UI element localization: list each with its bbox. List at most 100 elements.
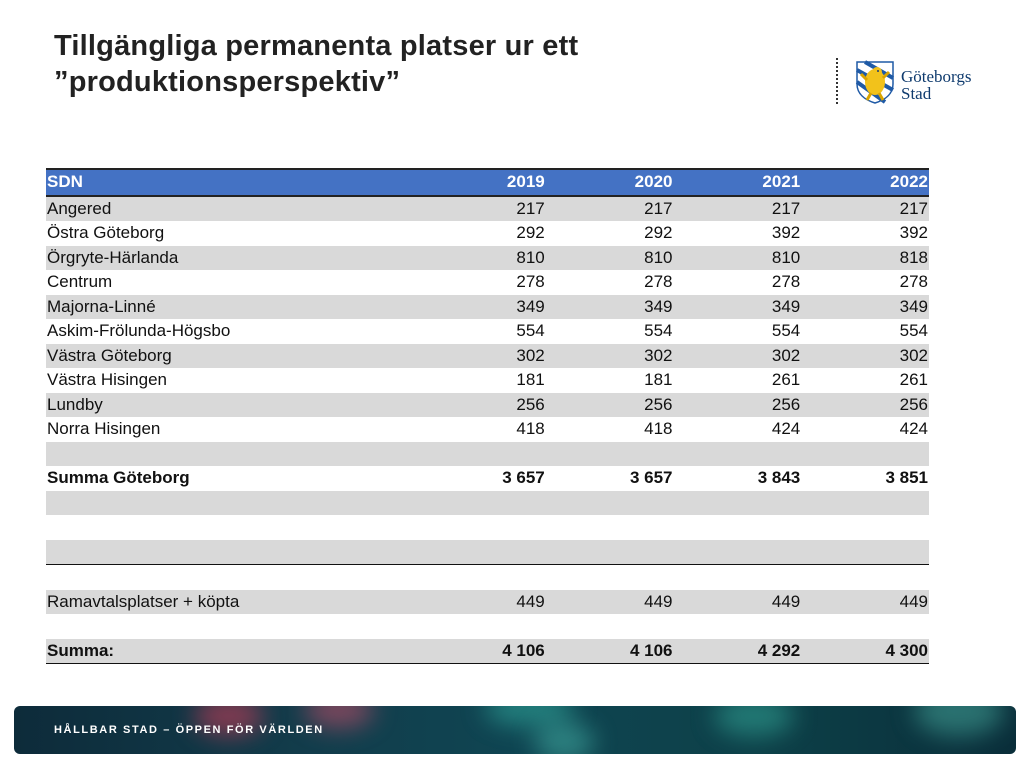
table-row: Östra Göteborg 292 292 392 392 [46, 221, 929, 246]
header-sdn: SDN [46, 168, 418, 197]
cell-2019: 256 [418, 392, 546, 417]
cell-2021: 217 [673, 195, 802, 221]
spacer-row [46, 515, 929, 540]
cell-2022: 217 [801, 195, 929, 221]
cell-2019: 3 657 [502, 468, 545, 488]
row-label: Askim-Frölunda-Högsbo [47, 321, 231, 341]
row-label: Centrum [47, 272, 113, 292]
gothenburg-lion-crest-icon [855, 60, 894, 104]
cell-2019: 302 [418, 343, 546, 368]
cell-2022: 302 [801, 343, 929, 368]
cell-2022: 392 [899, 223, 928, 243]
table-row: Lundby 256 256 256 256 [46, 392, 929, 417]
logo-line-1: Göteborgs [901, 67, 972, 86]
cell-2019: 349 [418, 294, 546, 319]
header-2022: 2022 [801, 168, 929, 197]
cell-2020: 418 [644, 419, 673, 439]
spacer-row [46, 539, 929, 565]
cell-2022: 261 [899, 370, 928, 390]
cell-2020: 554 [644, 321, 673, 341]
cell-2019: 554 [516, 321, 545, 341]
cell-2022: 256 [801, 392, 929, 417]
cell-2022: 3 851 [885, 468, 928, 488]
cell-2020: 4 106 [545, 638, 674, 664]
cell-2019: 810 [418, 245, 546, 270]
table-row: Örgryte-Härlanda 810 810 810 818 [46, 245, 929, 270]
spacer-row [46, 441, 929, 466]
cell-2022: 4 300 [801, 638, 929, 664]
table-row: Västra Hisingen 181 181 261 261 [46, 368, 929, 393]
cell-2021: 349 [673, 294, 802, 319]
row-label: Ramavtalsplatser + köpta [46, 589, 418, 614]
table-header-row: SDN 2019 2020 2021 2022 [46, 168, 929, 197]
cell-2021: 261 [771, 370, 801, 390]
footer-slogan: HÅLLBAR STAD – ÖPPEN FÖR VÄRLDEN [54, 724, 324, 736]
cell-2020: 217 [545, 195, 674, 221]
cell-2019: 278 [516, 272, 545, 292]
cell-2022: 554 [899, 321, 928, 341]
spacer-row [46, 565, 929, 590]
row-label: Summa Göteborg [47, 468, 190, 488]
spacer-row [46, 614, 929, 639]
cell-2020: 810 [545, 245, 674, 270]
cell-2022: 278 [899, 272, 928, 292]
cell-2021: 424 [771, 419, 801, 439]
row-label: Majorna-Linné [46, 294, 418, 319]
slide-title-line-2: ”produktionsperspektiv” [54, 66, 401, 98]
table-row: Majorna-Linné 349 349 349 349 [46, 294, 929, 319]
header-2021: 2021 [673, 168, 802, 197]
cell-2022: 818 [801, 245, 929, 270]
logo-wordmark: Göteborgs Stad [901, 68, 972, 102]
row-label: Summa: [46, 638, 418, 664]
cell-2019: 4 106 [418, 638, 546, 664]
cell-2019: 292 [516, 223, 545, 243]
cell-2019: 217 [418, 195, 546, 221]
summa-goteborg-row: Summa Göteborg 3 657 3 657 3 843 3 851 [46, 466, 929, 491]
ramavtal-row: Ramavtalsplatser + köpta 449 449 449 449 [46, 589, 929, 614]
row-label: Östra Göteborg [47, 223, 165, 243]
spacer-row [46, 490, 929, 515]
header-2020: 2020 [545, 168, 674, 197]
cell-2021: 554 [771, 321, 801, 341]
cell-2022: 349 [801, 294, 929, 319]
row-label: Lundby [46, 392, 418, 417]
footer-banner: HÅLLBAR STAD – ÖPPEN FÖR VÄRLDEN [14, 706, 1016, 754]
cell-2021: 302 [673, 343, 802, 368]
row-label: Angered [46, 195, 418, 221]
cell-2021: 278 [771, 272, 801, 292]
cell-2019: 181 [516, 370, 545, 390]
capacity-table: SDN 2019 2020 2021 2022 Angered 217 217 … [46, 168, 929, 664]
cell-2019: 418 [516, 419, 545, 439]
cell-2020: 349 [545, 294, 674, 319]
cell-2021: 810 [673, 245, 802, 270]
cell-2020: 302 [545, 343, 674, 368]
cell-2021: 4 292 [673, 638, 802, 664]
cell-2021: 392 [771, 223, 801, 243]
cell-2019: 449 [418, 589, 546, 614]
logo-divider [836, 58, 838, 104]
cell-2020: 449 [545, 589, 674, 614]
row-label: Västra Göteborg [46, 343, 418, 368]
logo-line-2: Stad [901, 84, 932, 103]
cell-2020: 278 [644, 272, 673, 292]
slide-title-line-1: Tillgängliga permanenta platser ur ett [54, 30, 579, 62]
row-label: Norra Hisingen [47, 419, 161, 439]
table-row: Askim-Frölunda-Högsbo 554 554 554 554 [46, 319, 929, 344]
table-row: Angered 217 217 217 217 [46, 195, 929, 221]
summa-row: Summa: 4 106 4 106 4 292 4 300 [46, 638, 929, 664]
cell-2020: 181 [644, 370, 673, 390]
header-2019: 2019 [418, 168, 546, 197]
cell-2020: 292 [644, 223, 673, 243]
cell-2022: 449 [801, 589, 929, 614]
table-row: Centrum 278 278 278 278 [46, 270, 929, 295]
cell-2022: 424 [899, 419, 928, 439]
row-label: Örgryte-Härlanda [46, 245, 418, 270]
cell-2021: 3 843 [757, 468, 801, 488]
slide-title: Tillgängliga permanenta platser ur ett ”… [54, 28, 578, 100]
cell-2021: 256 [673, 392, 802, 417]
table-row: Norra Hisingen 418 418 424 424 [46, 417, 929, 442]
cell-2020: 256 [545, 392, 674, 417]
table-row: Västra Göteborg 302 302 302 302 [46, 343, 929, 368]
cell-2021: 449 [673, 589, 802, 614]
row-label: Västra Hisingen [47, 370, 168, 390]
